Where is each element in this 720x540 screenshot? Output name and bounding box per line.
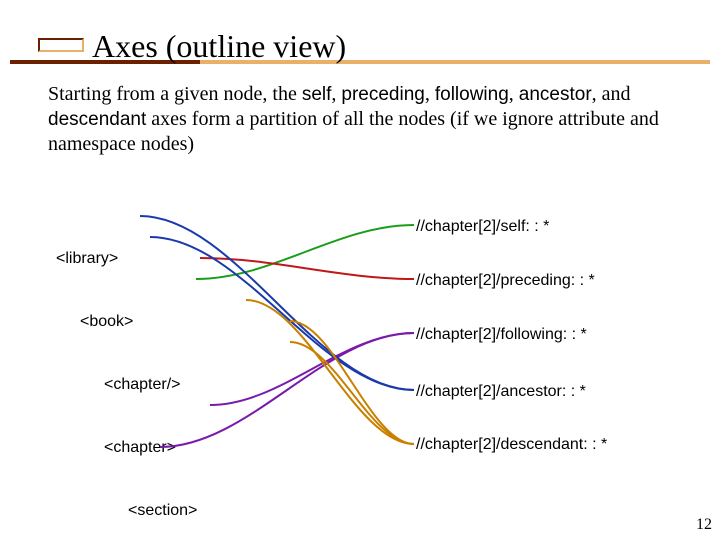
label-preceding: //chapter[2]/preceding: : * (416, 272, 595, 290)
kw-following: following (435, 84, 509, 105)
xml-line: <chapter/> (104, 374, 248, 395)
xml-outline: <library> <book> <chapter/> <chapter> <s… (56, 206, 248, 540)
para-text: , (425, 83, 435, 105)
xml-line: <chapter> (104, 437, 248, 458)
xml-line: <book> (80, 311, 248, 332)
label-descendant: //chapter[2]/descendant: : * (416, 436, 607, 454)
label-ancestor: //chapter[2]/ancestor: : * (416, 383, 586, 401)
xml-line: <section> (128, 500, 248, 521)
xml-line: <library> (56, 248, 248, 269)
kw-descendant: descendant (48, 109, 146, 130)
kw-self: self (302, 84, 332, 105)
label-self: //chapter[2]/self: : * (416, 218, 549, 236)
label-following: //chapter[2]/following: : * (416, 326, 587, 344)
intro-paragraph: Starting from a given node, the self, pr… (48, 82, 690, 157)
para-text: , (509, 83, 519, 105)
para-text: , (331, 83, 341, 105)
slide-title: Axes (outline view) (92, 28, 346, 65)
para-text: , and (592, 83, 631, 105)
para-text: Starting from a given node, the (48, 83, 302, 105)
page-number: 12 (696, 516, 712, 534)
kw-ancestor: ancestor (519, 84, 592, 105)
title-bullet-box (38, 38, 84, 52)
kw-preceding: preceding (341, 84, 424, 105)
